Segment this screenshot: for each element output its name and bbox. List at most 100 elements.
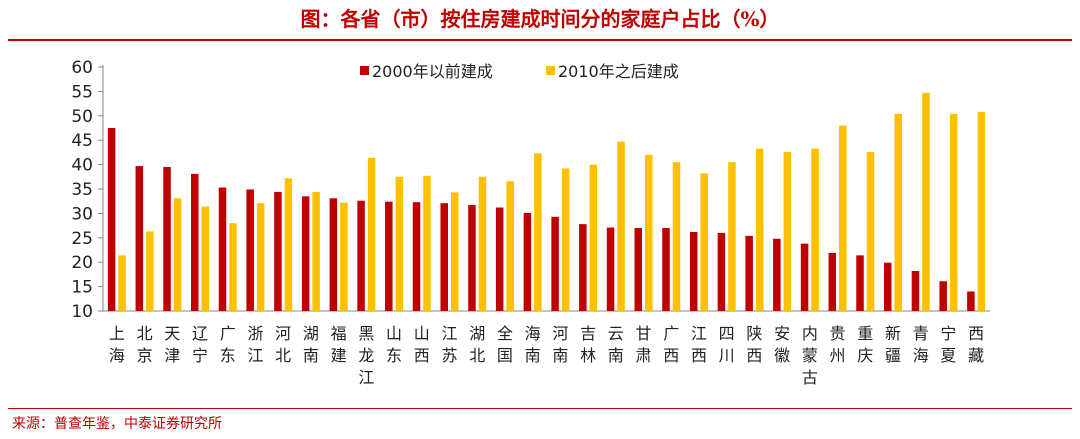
bar-before-2000 — [135, 166, 144, 311]
category-labels: 上海北京天津辽宁广东浙江河北湖南福建黑龙江山东山西江苏湖北全国海南河南吉林云南甘… — [109, 324, 984, 387]
bar-before-2000 — [468, 205, 476, 311]
y-tick-label: 35 — [71, 180, 93, 200]
bar-before-2000 — [274, 191, 282, 311]
x-category-label: 西藏 — [968, 324, 984, 365]
bar-chart: 10 15 20 25 30 35 40 45 50 55 60 上海北京天津辽宁广东浙江河北湖南福… — [71, 58, 990, 387]
x-category-label: 上海 — [109, 324, 125, 365]
x-category-label: 陕西 — [746, 324, 762, 365]
bar-before-2000 — [856, 255, 864, 311]
bar-after-2010 — [256, 203, 265, 311]
bar-before-2000 — [967, 291, 975, 311]
bar-after-2010 — [755, 148, 764, 311]
bar-before-2000 — [191, 173, 199, 311]
bar-after-2010 — [506, 181, 514, 311]
x-category-label: 贵州 — [830, 324, 846, 365]
x-category-label: 甘肃 — [636, 324, 652, 365]
bar-after-2010 — [645, 154, 653, 311]
x-category-label: 辽宁 — [192, 324, 208, 365]
chart-title: 图：各省（市）按住房建成时间分的家庭户占比（%） — [300, 7, 780, 31]
bar-before-2000 — [495, 207, 504, 311]
x-category-label: 天津 — [164, 324, 180, 365]
x-category-label: 内蒙古 — [802, 324, 818, 387]
legend-swatch — [546, 66, 555, 75]
bar-after-2010 — [395, 176, 404, 311]
y-tick-label: 50 — [71, 107, 93, 127]
x-category-label: 青海 — [913, 324, 929, 365]
bar-after-2010 — [977, 111, 986, 312]
bar-before-2000 — [689, 231, 698, 311]
bar-before-2000 — [412, 202, 421, 311]
bar-before-2000 — [911, 270, 920, 311]
bar-after-2010 — [866, 151, 875, 311]
x-category-label: 浙江 — [247, 324, 263, 365]
x-category-label: 山西 — [414, 324, 430, 365]
y-tick-label: 60 — [71, 58, 93, 78]
x-category-label: 黑龙江 — [358, 324, 374, 387]
y-tick-label: 55 — [71, 82, 93, 102]
x-category-label: 湖南 — [303, 324, 319, 365]
bar-before-2000 — [357, 200, 365, 311]
x-category-label: 吉林 — [580, 324, 596, 365]
bar-before-2000 — [939, 281, 947, 311]
bar-after-2010 — [949, 113, 958, 312]
x-category-label: 海南 — [525, 324, 541, 365]
bar-after-2010 — [783, 151, 792, 311]
bar-before-2000 — [634, 228, 643, 311]
y-axis: 10 15 20 25 30 35 40 45 50 55 60 — [71, 58, 104, 322]
x-category-label: 河北 — [275, 324, 291, 365]
bar-before-2000 — [606, 227, 615, 311]
x-category-label: 湖北 — [469, 324, 485, 365]
x-category-label: 安徽 — [774, 324, 790, 365]
bar-after-2010 — [146, 231, 154, 311]
bar-before-2000 — [717, 232, 726, 311]
bar-before-2000 — [883, 262, 892, 311]
x-category-label: 全国 — [497, 324, 513, 365]
bar-after-2010 — [589, 164, 598, 311]
x-category-label: 广西 — [663, 324, 679, 365]
bar-before-2000 — [800, 243, 809, 311]
x-category-label: 北京 — [137, 324, 153, 365]
bar-before-2000 — [551, 216, 559, 311]
bar-before-2000 — [107, 128, 116, 311]
bar-before-2000 — [163, 167, 171, 311]
bar-before-2000 — [828, 252, 837, 311]
bar-after-2010 — [811, 148, 819, 311]
bar-after-2010 — [284, 178, 293, 311]
y-tick-label: 25 — [71, 229, 93, 249]
y-tick-label: 20 — [71, 253, 93, 273]
bar-before-2000 — [385, 201, 393, 311]
bars — [107, 92, 986, 312]
bar-before-2000 — [329, 198, 338, 311]
bar-after-2010 — [839, 125, 847, 311]
x-category-label: 河南 — [552, 324, 568, 365]
bar-before-2000 — [301, 196, 310, 311]
legend-swatch — [360, 66, 369, 75]
bar-before-2000 — [662, 228, 670, 311]
bar-before-2000 — [218, 187, 227, 311]
bar-after-2010 — [728, 162, 736, 311]
legend-label: 2010年之后建成 — [558, 62, 679, 81]
x-category-label: 重庆 — [857, 324, 873, 365]
y-tick-label: 10 — [71, 302, 93, 322]
x-category-label: 四川 — [719, 324, 735, 365]
bar-before-2000 — [579, 224, 587, 311]
bar-after-2010 — [229, 223, 237, 311]
bar-after-2010 — [312, 191, 320, 311]
y-tick-label: 45 — [71, 131, 93, 151]
bar-after-2010 — [118, 255, 126, 311]
bar-after-2010 — [534, 153, 542, 311]
bar-before-2000 — [745, 235, 753, 311]
bar-after-2010 — [423, 175, 431, 311]
bar-after-2010 — [450, 192, 459, 311]
bar-after-2010 — [201, 206, 210, 311]
bar-before-2000 — [773, 238, 781, 311]
x-category-label: 云南 — [608, 324, 624, 365]
legend: 2000年以前建成 2010年之后建成 — [360, 62, 679, 81]
bar-after-2010 — [340, 202, 348, 311]
x-category-label: 福建 — [331, 324, 347, 365]
y-tick-label: 15 — [71, 278, 93, 298]
bar-before-2000 — [440, 203, 448, 311]
x-category-label: 新疆 — [885, 324, 901, 365]
x-category-label: 江苏 — [441, 324, 457, 365]
bar-before-2000 — [246, 189, 254, 311]
